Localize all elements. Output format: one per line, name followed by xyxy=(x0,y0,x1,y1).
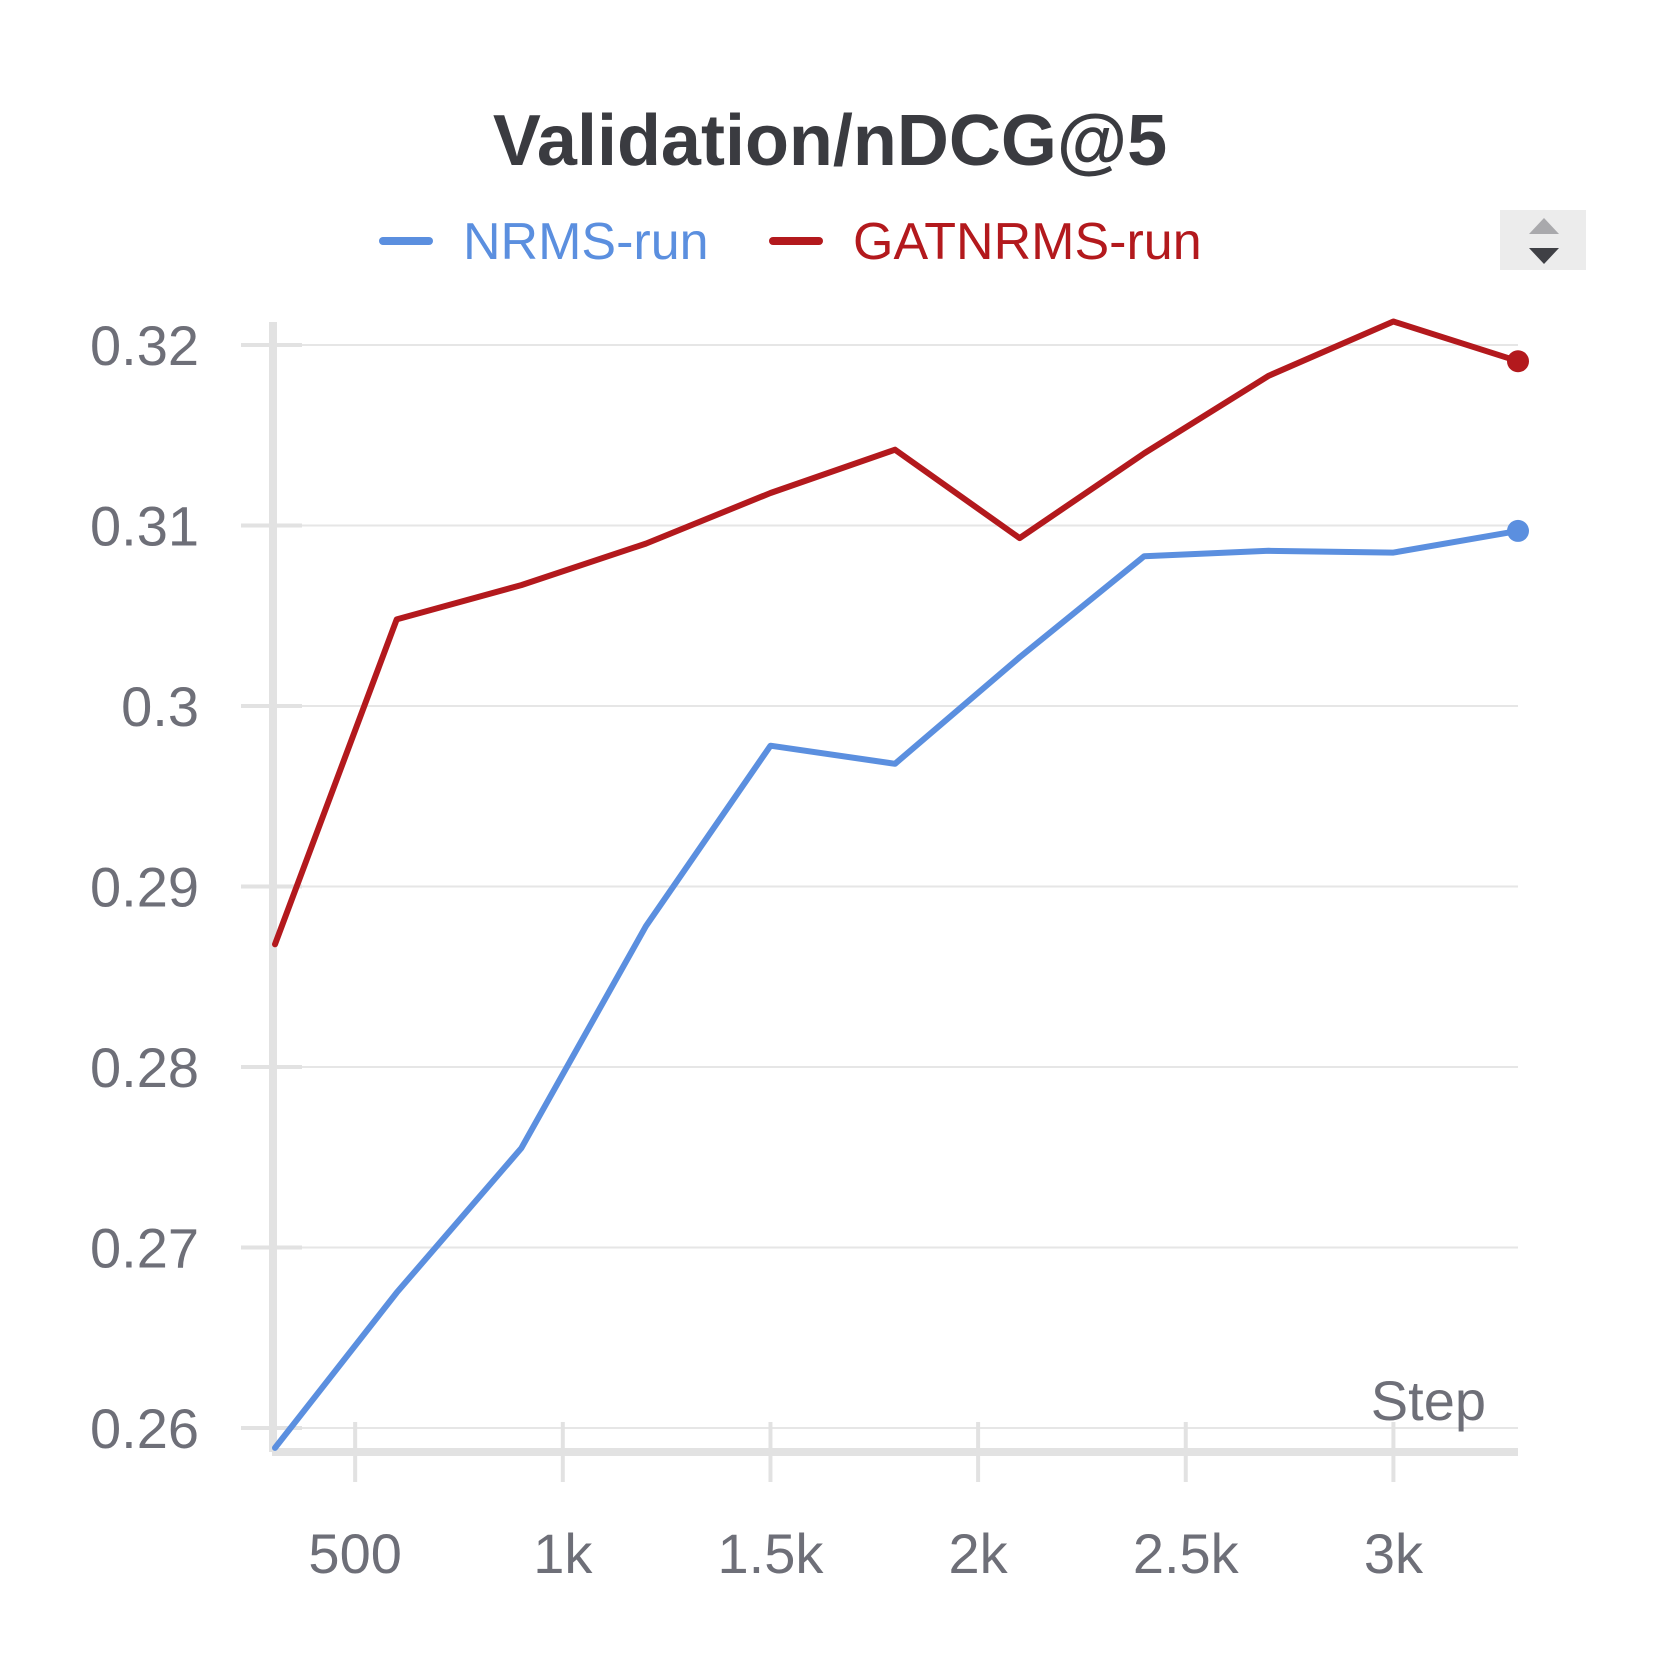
series-group xyxy=(272,318,1529,1451)
y-tick-label: 0.26 xyxy=(90,1397,199,1460)
grid xyxy=(241,344,1518,1429)
chart-title: Validation/nDCG@5 xyxy=(493,101,1167,181)
y-tick-label: 0.32 xyxy=(90,314,199,377)
y-tick-label: 0.31 xyxy=(90,495,199,558)
series-end-point-gatnrms-run xyxy=(1507,350,1529,373)
x-tick-label: 1.5k xyxy=(718,1522,825,1585)
legend-label: NRMS-run xyxy=(463,213,709,271)
legend-item-nrms-run[interactable]: NRMS-run xyxy=(379,213,709,271)
x-tick-label: 2.5k xyxy=(1133,1522,1240,1585)
x-axis-ticks: 500 1k 1.5k 2k 2.5k 3k xyxy=(308,1422,1424,1585)
legend: NRMS-run GATNRMS-run xyxy=(379,213,1202,271)
y-tick-label: 0.29 xyxy=(90,856,199,919)
legend-label: GATNRMS-run xyxy=(853,213,1202,271)
legend-item-gatnrms-run[interactable]: GATNRMS-run xyxy=(769,213,1202,271)
x-tick-label: 2k xyxy=(949,1522,1009,1585)
x-tick-label: 1k xyxy=(533,1522,593,1585)
series-line-nrms-run xyxy=(272,527,1521,1451)
x-tick-label: 500 xyxy=(308,1522,401,1585)
y-tick-label: 0.27 xyxy=(90,1217,199,1280)
x-tick-label: 3k xyxy=(1364,1522,1424,1585)
series-line-gatnrms-run xyxy=(272,318,1521,948)
scroll-up-icon[interactable] xyxy=(1529,218,1559,234)
legend-scroll-control[interactable] xyxy=(1500,210,1586,270)
y-tick-label: 0.3 xyxy=(121,675,199,738)
scroll-down-icon[interactable] xyxy=(1529,248,1559,264)
y-axis-ticks: 0.26 0.27 0.28 0.29 0.3 0.31 0.32 xyxy=(90,314,302,1460)
x-axis-title: Step xyxy=(1371,1369,1486,1432)
y-tick-label: 0.28 xyxy=(90,1036,199,1099)
series-end-point-nrms-run xyxy=(1507,519,1529,542)
